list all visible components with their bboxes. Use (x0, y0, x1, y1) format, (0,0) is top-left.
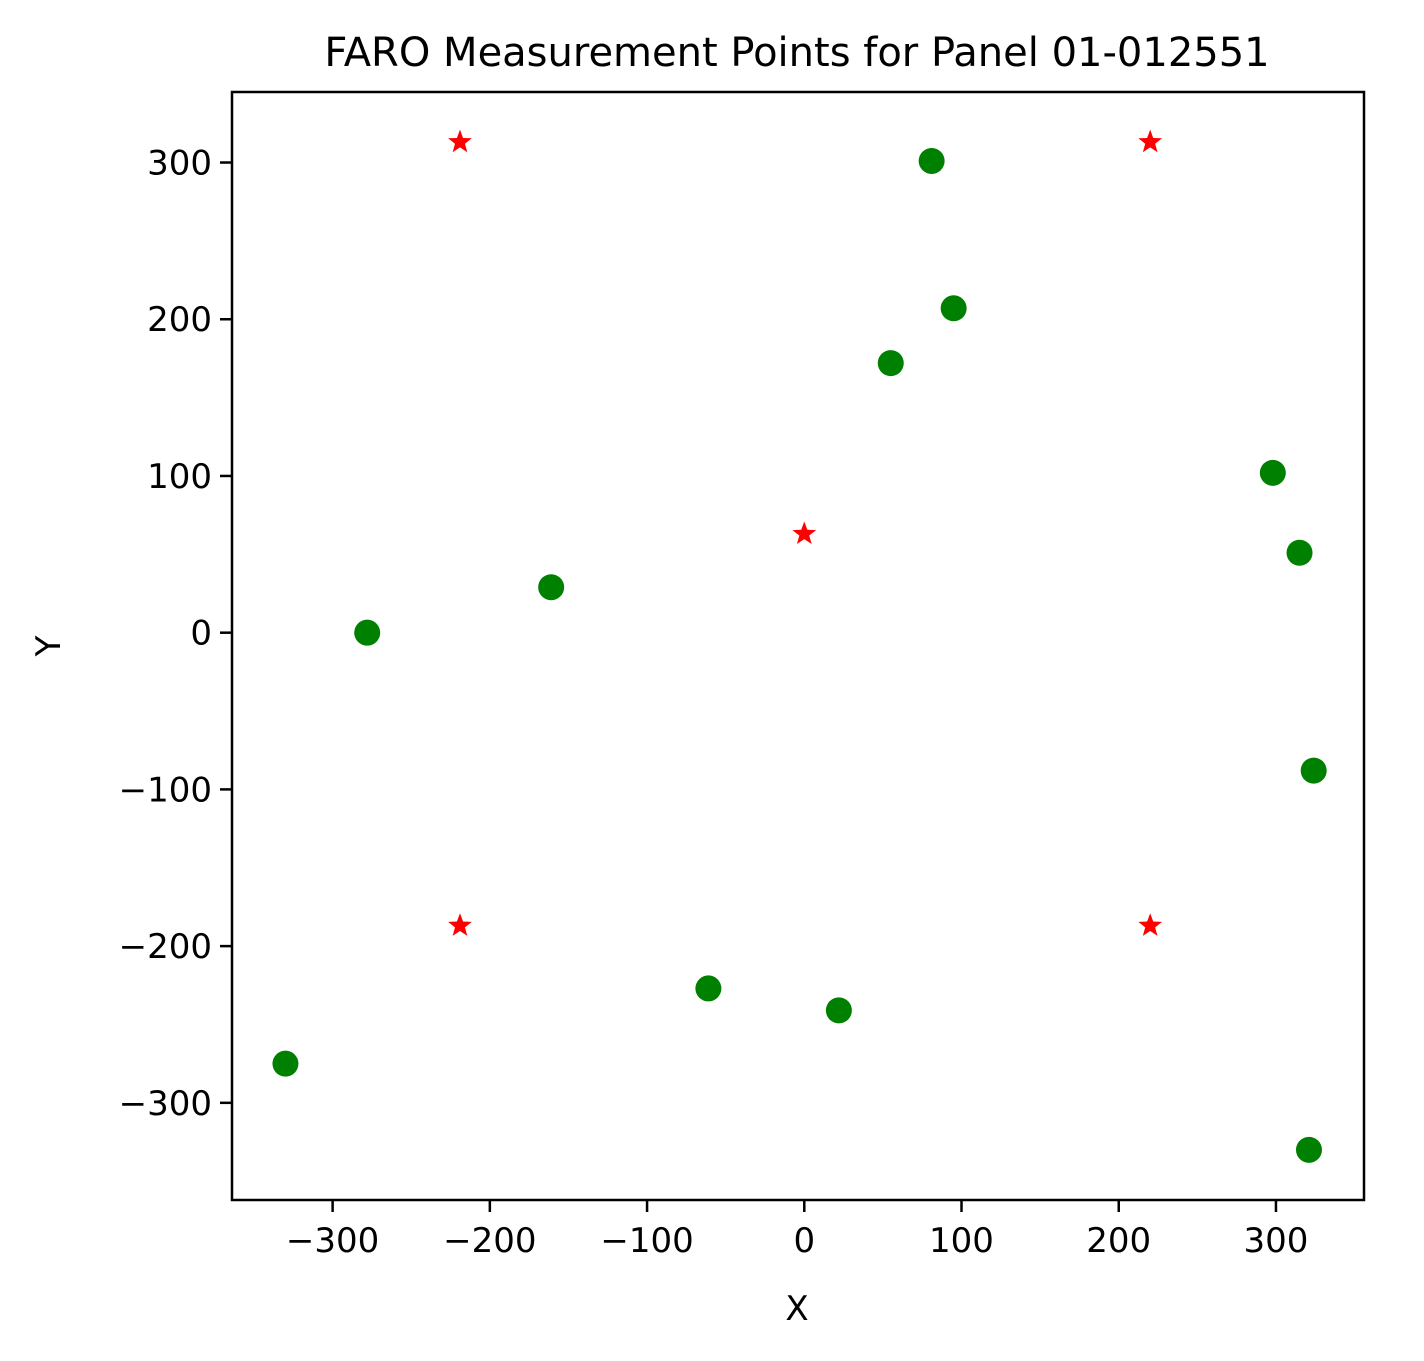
data-point-circle (1259, 459, 1286, 486)
y-tick-label: 0 (190, 614, 212, 654)
data-point-star (1138, 129, 1163, 153)
y-tick-label: 100 (147, 457, 212, 497)
data-point-circle (695, 975, 722, 1002)
x-tick-label: 100 (929, 1221, 994, 1261)
x-axis-title: X (785, 1289, 808, 1329)
x-tick-label: −100 (600, 1221, 693, 1261)
data-point-circle (877, 350, 904, 377)
data-point-circle (1300, 757, 1327, 784)
y-tick-label: −200 (119, 927, 212, 967)
y-tick-label: −300 (119, 1084, 212, 1124)
data-point-star (448, 913, 472, 936)
data-point-star (1138, 913, 1163, 936)
data-point-circle (538, 574, 565, 601)
data-point-circle (940, 295, 967, 322)
x-tick-label: −200 (443, 1221, 536, 1261)
y-tick-label: −100 (119, 770, 212, 810)
y-axis-title: Y (29, 635, 69, 657)
data-point-star (792, 521, 817, 545)
y-tick-label: 200 (147, 300, 212, 340)
data-point-star (448, 129, 472, 153)
data-point-circle (825, 997, 852, 1024)
axis-ticks: −300 −200 −100 0 100 200 300 −300 −200 −100 0 100 20… (119, 144, 1309, 1261)
x-tick-label: 0 (793, 1221, 815, 1261)
x-tick-label: 200 (1086, 1221, 1151, 1261)
plot-marks (272, 129, 1327, 1163)
data-point-circle (354, 619, 381, 646)
data-point-circle (1295, 1136, 1322, 1163)
data-point-circle (1286, 539, 1313, 566)
chart-title: FARO Measurement Points for Panel 01-012… (324, 30, 1269, 76)
data-point-circle (272, 1050, 299, 1077)
plot-area-frame (230, 90, 1366, 1202)
x-tick-label: 300 (1244, 1221, 1309, 1261)
data-point-circle (918, 147, 945, 174)
y-tick-label: 300 (147, 144, 212, 184)
x-tick-label: −300 (286, 1221, 379, 1261)
